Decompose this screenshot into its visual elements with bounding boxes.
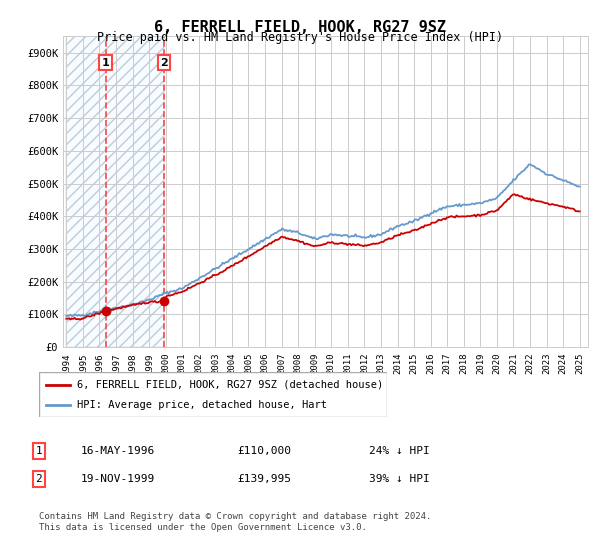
Text: 19-NOV-1999: 19-NOV-1999 xyxy=(81,474,155,484)
Text: £139,995: £139,995 xyxy=(237,474,291,484)
Text: 1: 1 xyxy=(101,58,109,68)
Text: 6, FERRELL FIELD, HOOK, RG27 9SZ (detached house): 6, FERRELL FIELD, HOOK, RG27 9SZ (detach… xyxy=(77,380,383,390)
Text: Price paid vs. HM Land Registry's House Price Index (HPI): Price paid vs. HM Land Registry's House … xyxy=(97,31,503,44)
Bar xyxy=(67,36,164,347)
Text: HPI: Average price, detached house, Hart: HPI: Average price, detached house, Hart xyxy=(77,400,327,410)
Text: Contains HM Land Registry data © Crown copyright and database right 2024.
This d: Contains HM Land Registry data © Crown c… xyxy=(39,512,431,532)
Text: 1: 1 xyxy=(35,446,43,456)
Text: 39% ↓ HPI: 39% ↓ HPI xyxy=(369,474,430,484)
Bar xyxy=(67,36,164,347)
FancyBboxPatch shape xyxy=(39,372,387,417)
Text: 24% ↓ HPI: 24% ↓ HPI xyxy=(369,446,430,456)
Text: 16-MAY-1996: 16-MAY-1996 xyxy=(81,446,155,456)
Text: £110,000: £110,000 xyxy=(237,446,291,456)
Text: 2: 2 xyxy=(160,58,168,68)
Text: 6, FERRELL FIELD, HOOK, RG27 9SZ: 6, FERRELL FIELD, HOOK, RG27 9SZ xyxy=(154,20,446,35)
Text: 2: 2 xyxy=(35,474,43,484)
